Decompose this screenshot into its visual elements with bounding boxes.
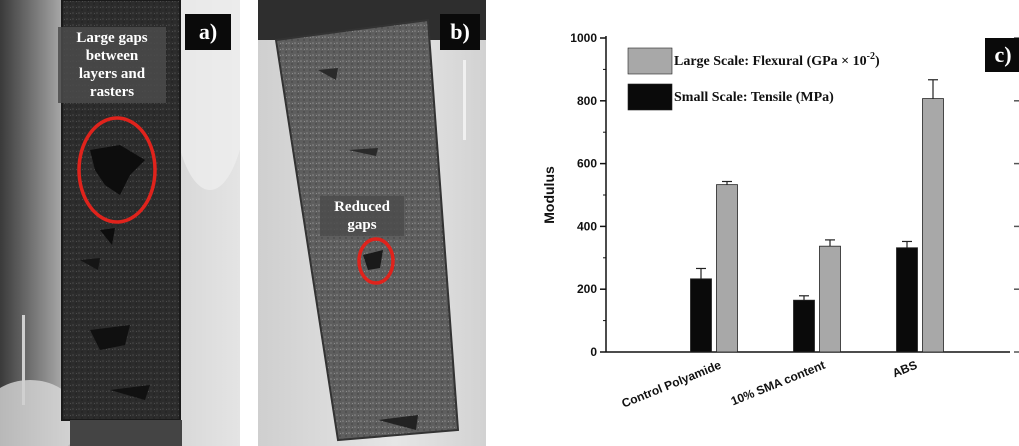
- gap-defect-b1: [363, 250, 383, 270]
- y-tick-label: 0: [590, 345, 597, 359]
- category-label: ABS: [890, 358, 919, 380]
- category-label: Control Polyamide: [620, 358, 724, 411]
- y-tick-label: 800: [577, 94, 597, 108]
- photo-panel-a: Large gaps between layers and rasters a): [0, 0, 240, 446]
- panel-tag-b: b): [440, 14, 480, 50]
- category-label: 10% SMA content: [729, 358, 827, 409]
- callout-reduced-gaps: Reduced gaps: [320, 196, 404, 236]
- y-axis-title: Modulus: [541, 166, 557, 224]
- legend-label: Large Scale: Flexural (GPa × 10-2): [674, 51, 880, 69]
- gap-defect-a1: [90, 145, 145, 195]
- bar-flexural: [716, 184, 738, 353]
- panel-tag-a: a): [185, 14, 231, 50]
- callout-line: rasters: [89, 84, 135, 100]
- legend-label-superscript: -2: [867, 51, 875, 62]
- photo-panel-b: Reduced gaps b): [258, 0, 486, 446]
- highlight-ring-b: [357, 237, 395, 285]
- bar-tensile: [793, 299, 815, 353]
- chart-panel-c: 0 200 400 600 800 1000 Control Polyamide 10% S…: [500, 0, 1019, 446]
- legend-label: Small Scale: Tensile (MPa): [674, 90, 834, 105]
- callout-large-gaps: Large gaps between layers and rasters: [58, 27, 166, 103]
- legend: Large Scale: Flexural (GPa × 10-2) Small …: [627, 47, 880, 111]
- bar-group: [690, 79, 944, 353]
- callout-line: gaps: [347, 217, 377, 233]
- bar-tensile: [896, 247, 918, 353]
- y-tick-label: 200: [577, 282, 597, 296]
- callout-line: Reduced: [334, 199, 390, 215]
- bar-tensile: [690, 278, 712, 353]
- bar-flexural: [819, 245, 841, 353]
- category-label-group: Control Polyamide 10% SMA content ABS: [620, 358, 920, 411]
- callout-line: between: [85, 48, 139, 64]
- y-tick-label: 400: [577, 219, 597, 233]
- legend-swatch: [627, 47, 673, 75]
- y-tick-label: 1000: [570, 31, 597, 45]
- highlight-ring-a: [77, 116, 157, 224]
- y-tick-group: 0 200 400 600 800 1000: [570, 31, 606, 359]
- callout-line: Large gaps: [76, 30, 148, 46]
- bar-flexural: [922, 98, 944, 353]
- panel-tag-c: c): [985, 38, 1019, 72]
- modulus-bar-chart: 0 200 400 600 800 1000 Control Polyamide 10% S…: [541, 31, 1019, 411]
- gap-defect-a2: [100, 228, 115, 245]
- right-axis-ticks: [1014, 37, 1019, 353]
- callout-line: layers and: [78, 66, 146, 82]
- y-tick-label: 600: [577, 157, 597, 171]
- legend-swatch: [627, 83, 673, 111]
- legend-label-tail: ): [875, 54, 880, 69]
